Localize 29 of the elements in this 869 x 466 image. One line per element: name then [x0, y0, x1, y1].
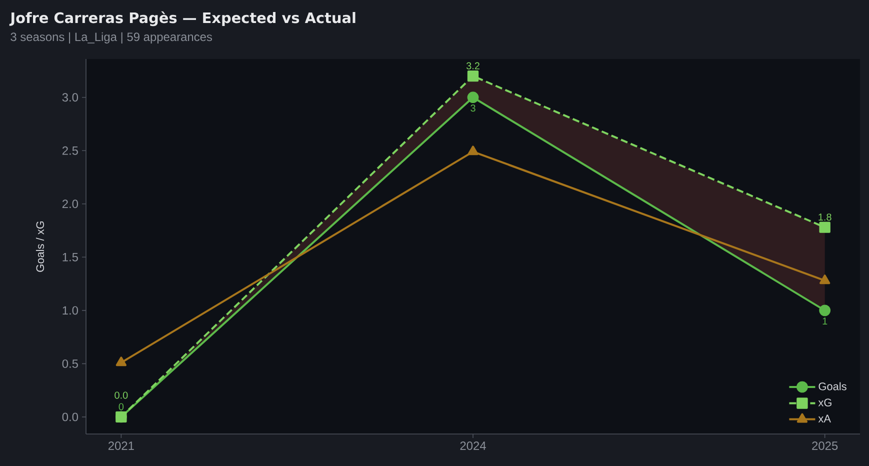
y-tick-label: 0.5 [62, 359, 78, 368]
y-tick-label: 1.0 [62, 306, 78, 315]
y-tick-label: 2.0 [62, 200, 78, 208]
y-tick-label: 2.5 [62, 146, 78, 155]
data-label: 0 [118, 403, 124, 410]
x-tick-label: 2021 [108, 442, 134, 450]
y-tick-label: 1.5 [62, 252, 78, 262]
data-label: 3.2 [466, 62, 480, 70]
legend-label: Goals [818, 382, 846, 390]
y-tick-label: 3.0 [62, 93, 78, 102]
legend-label: xA [818, 414, 831, 422]
legend-label: xG [818, 398, 832, 406]
x-tick-label: 2025 [812, 442, 838, 450]
point [819, 222, 830, 233]
data-label: 3 [470, 104, 476, 112]
point [468, 146, 478, 156]
data-label: 1.8 [818, 214, 832, 221]
data-label: 1 [822, 318, 828, 324]
x-tick-label: 2024 [460, 442, 486, 450]
chart-title: Jofre Carreras Pagès — Expected vs Actual [9, 11, 356, 26]
point [467, 92, 479, 104]
point [116, 356, 127, 366]
point [819, 274, 830, 284]
data-label: 0.0 [114, 392, 128, 399]
y-axis-title: Goals / xG [36, 221, 44, 272]
point [467, 70, 479, 82]
chart-subtitle: 3 seasons | La_Liga | 59 appearances [10, 32, 212, 44]
y-tick-label: 0.0 [62, 412, 78, 422]
point [819, 304, 831, 316]
